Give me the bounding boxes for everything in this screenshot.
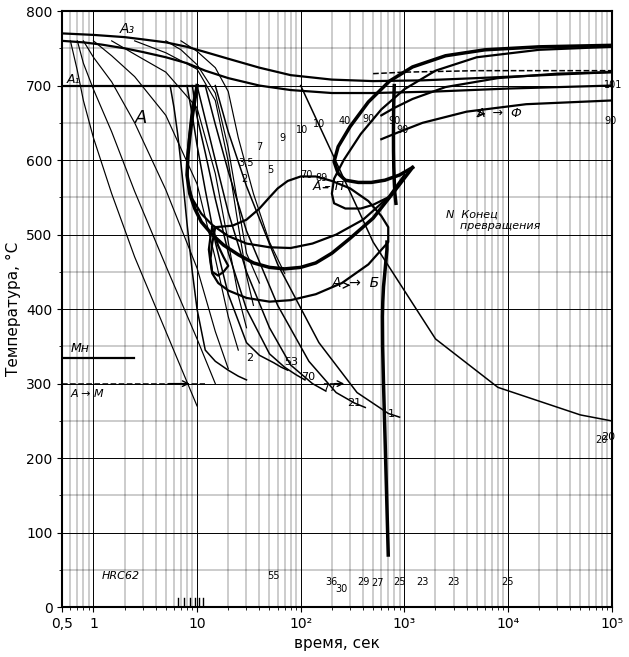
Text: Mн: Mн [70, 342, 89, 355]
Text: 20: 20 [595, 435, 608, 445]
Text: 23: 23 [448, 577, 460, 587]
Text: A: A [135, 109, 147, 127]
Text: А  →  Ф: А → Ф [477, 107, 523, 120]
Text: 23: 23 [416, 577, 429, 587]
Text: 25: 25 [393, 577, 406, 587]
Text: 30: 30 [336, 584, 348, 595]
Text: 55: 55 [267, 571, 280, 581]
Text: А → М: А → М [70, 389, 104, 399]
Text: 2: 2 [247, 353, 253, 363]
Text: А – П: А – П [313, 180, 345, 193]
Text: 5: 5 [268, 166, 274, 175]
Text: 90: 90 [604, 116, 616, 125]
Text: А  →  Б: А → Б [332, 276, 380, 290]
Text: 77: 77 [322, 383, 336, 393]
Text: 70: 70 [301, 170, 313, 180]
Y-axis label: Температура, °C: Температура, °C [6, 242, 21, 376]
Text: 25: 25 [502, 577, 514, 587]
Text: 7: 7 [256, 143, 262, 152]
Text: 40: 40 [338, 116, 350, 125]
Text: 20: 20 [601, 432, 616, 442]
Text: HRC62: HRC62 [102, 571, 140, 581]
Text: 2: 2 [242, 175, 248, 185]
Text: 53: 53 [285, 357, 299, 367]
Text: 1: 1 [388, 409, 395, 419]
Text: 9: 9 [279, 133, 286, 143]
Text: 90: 90 [362, 114, 374, 124]
Text: 27: 27 [371, 578, 384, 588]
Text: 89: 89 [316, 173, 328, 183]
Text: 36: 36 [326, 577, 338, 587]
Text: 101: 101 [604, 79, 623, 90]
Text: 29: 29 [357, 577, 369, 587]
Text: 10: 10 [296, 125, 308, 135]
Text: 10: 10 [313, 120, 325, 129]
Text: 3,5: 3,5 [238, 158, 253, 168]
Text: 70: 70 [301, 372, 314, 382]
Text: A₁: A₁ [67, 74, 80, 86]
Text: N  Конец
    превращения: N Конец превращения [445, 209, 540, 231]
Text: A₃: A₃ [120, 22, 135, 36]
X-axis label: время, сек: время, сек [294, 637, 380, 652]
Text: 90: 90 [388, 116, 401, 125]
Text: 90: 90 [396, 125, 408, 135]
Text: 21: 21 [347, 398, 361, 408]
